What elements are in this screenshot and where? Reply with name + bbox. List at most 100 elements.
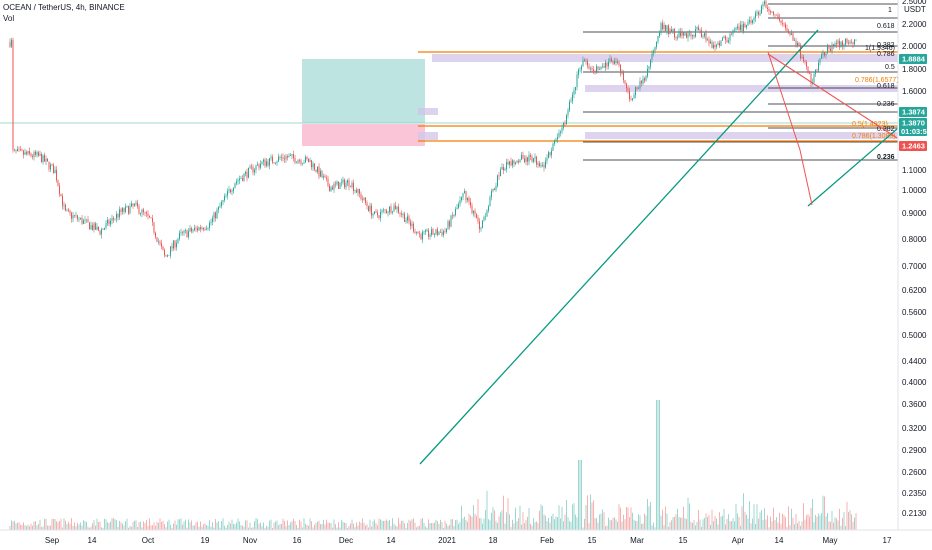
candle-body — [209, 222, 210, 228]
volume-bar — [833, 522, 834, 530]
candle-body — [438, 232, 440, 235]
candle-body — [18, 149, 20, 150]
symbol-title[interactable]: OCEAN / TetherUS, 4h, BINANCE — [3, 3, 125, 12]
volume-label[interactable]: Vol — [3, 14, 15, 23]
candle-body — [386, 210, 387, 214]
volume-bar — [794, 524, 795, 530]
candle-body — [566, 115, 567, 125]
y-tick-label: 0.2350 — [902, 489, 927, 498]
candle-body — [254, 169, 255, 173]
volume-bar — [417, 526, 419, 530]
volume-bar — [312, 527, 314, 530]
candle-body — [689, 33, 690, 35]
volume-bar — [588, 523, 590, 530]
candle-body — [408, 216, 410, 222]
volume-bar — [303, 518, 305, 530]
volume-bar — [590, 494, 591, 530]
volume-bar — [236, 522, 237, 530]
x-tick-label: Apr — [732, 536, 745, 545]
candle-body — [695, 29, 696, 37]
candle-body — [803, 56, 804, 61]
volume-bar — [636, 520, 638, 530]
candle-body — [255, 165, 257, 170]
volume-bar — [341, 519, 342, 530]
candle-body — [461, 197, 462, 200]
y-tick-label: 0.6200 — [902, 286, 927, 295]
volume-bar — [162, 520, 164, 530]
volume-bar — [653, 522, 654, 530]
candle-body — [381, 210, 383, 212]
volume-bar — [182, 524, 183, 530]
y-tick-label: 0.2130 — [902, 509, 927, 518]
candle-body — [261, 161, 263, 164]
volume-bar — [204, 523, 206, 530]
volume-bar — [563, 521, 564, 530]
volume-bar — [206, 524, 207, 530]
candle-body — [528, 155, 530, 162]
candle-body — [362, 199, 363, 200]
candle-body — [419, 233, 420, 235]
volume-bar — [240, 525, 242, 530]
volume-bar — [834, 517, 836, 530]
volume-bar — [27, 524, 29, 530]
candle-body — [152, 218, 153, 223]
candle-body — [368, 206, 369, 211]
volume-bar — [593, 500, 594, 530]
volume-bar — [591, 502, 593, 530]
volume-bar — [14, 520, 15, 530]
volume-bar — [198, 526, 200, 530]
volume-bar — [360, 522, 362, 530]
candle-body — [519, 159, 521, 163]
candle-body — [804, 60, 806, 63]
volume-bar — [801, 521, 803, 530]
volume-bar — [677, 508, 678, 530]
volume-bar — [344, 522, 345, 530]
candle-body — [807, 66, 809, 72]
candle-body — [531, 156, 533, 162]
volume-bar — [615, 519, 617, 530]
candle-body — [708, 39, 710, 44]
volume-bar — [543, 514, 545, 530]
volume-bar — [161, 521, 162, 530]
candle-body — [288, 155, 290, 158]
volume-bar — [336, 527, 338, 530]
volume-bar — [525, 520, 527, 530]
candle-body — [347, 180, 348, 183]
candle-body — [272, 157, 273, 163]
volume-bar — [792, 517, 794, 530]
candle-body — [842, 41, 843, 47]
candle-body — [464, 191, 465, 194]
volume-bar — [500, 512, 501, 530]
volume-bar — [276, 520, 278, 530]
candle-body — [335, 183, 336, 185]
volume-bar — [504, 523, 506, 530]
candle-body — [86, 219, 87, 220]
candle-body — [527, 157, 528, 162]
volume-bar — [512, 519, 513, 530]
volume-bar — [629, 517, 630, 530]
volume-bar — [93, 520, 95, 530]
volume-bar — [149, 518, 150, 530]
volume-bar — [744, 511, 746, 530]
candle-body — [287, 156, 288, 158]
volume-bar — [71, 518, 72, 530]
volume-bar — [270, 519, 272, 530]
candle-body — [443, 231, 444, 236]
volume-bar — [396, 526, 398, 530]
candle-body — [827, 44, 828, 54]
candle-body — [239, 178, 240, 181]
candle-body — [327, 178, 329, 186]
candle-body — [212, 218, 213, 222]
candle-body — [134, 203, 135, 206]
candle-body — [542, 164, 543, 166]
volume-bar — [311, 521, 312, 530]
volume-bar — [26, 526, 27, 530]
volume-bar — [374, 519, 375, 530]
volume-bar — [824, 496, 825, 530]
volume-bar — [786, 527, 788, 530]
y-tick-label: 0.2600 — [902, 468, 927, 477]
candle-body — [404, 213, 405, 222]
volume-bar — [495, 520, 497, 530]
candle-body — [407, 216, 408, 221]
